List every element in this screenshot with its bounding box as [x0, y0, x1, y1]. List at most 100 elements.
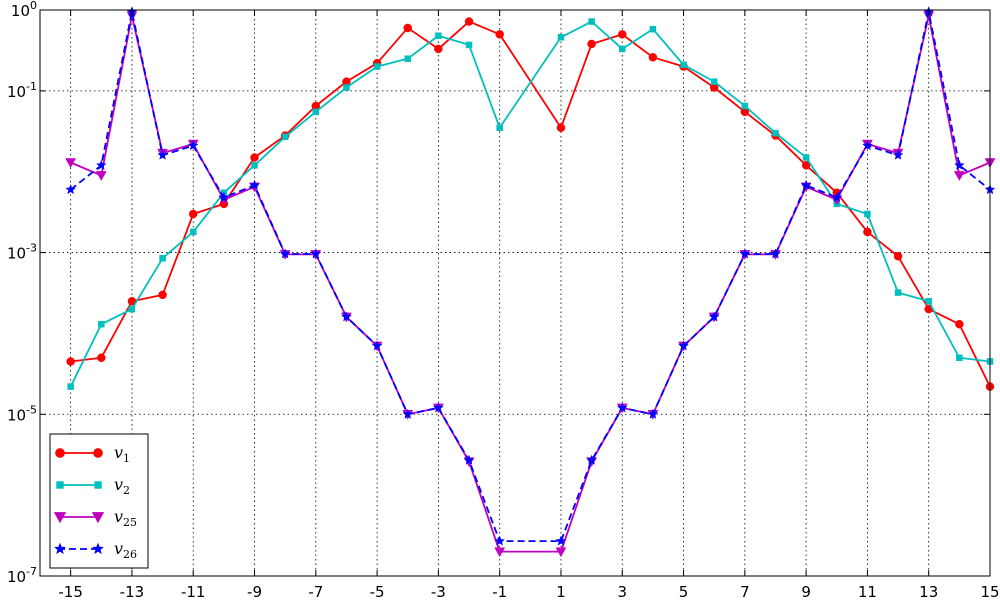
data-point	[435, 32, 442, 40]
data-point	[953, 159, 965, 170]
data-point	[649, 25, 657, 33]
data-point	[802, 154, 810, 161]
legend-label: v2	[114, 475, 130, 497]
legend-marker	[93, 448, 103, 458]
x-tick-label: -9	[247, 583, 262, 600]
x-tick-label: 11	[858, 583, 877, 600]
axis-ticks	[40, 9, 991, 577]
data-point	[281, 133, 289, 141]
data-point	[465, 41, 473, 49]
legend-subscript: 26	[123, 548, 137, 561]
y-tick-label: 10-3	[7, 242, 37, 263]
legend-subscript: 2	[123, 484, 130, 497]
data-point	[343, 84, 350, 91]
x-tick-label: 5	[679, 583, 689, 600]
y-tick-label: 10-7	[7, 565, 37, 586]
legend-subscript: 1	[123, 452, 130, 465]
data-point	[65, 158, 77, 169]
data-point	[678, 340, 689, 351]
data-point	[893, 252, 903, 261]
y-tick-base: 10	[7, 406, 26, 424]
legend-subscript: 25	[123, 516, 137, 529]
data-point	[371, 340, 383, 351]
x-tick-label: 15	[980, 583, 999, 600]
data-point	[619, 45, 626, 53]
data-point	[402, 408, 414, 419]
data-point	[770, 248, 781, 259]
x-tick-label: 1	[556, 583, 566, 600]
data-point	[800, 179, 812, 190]
x-tick-label: 3	[617, 583, 627, 600]
x-tick-label: 9	[801, 583, 811, 600]
data-point	[434, 44, 443, 54]
legend-entry: v2	[56, 475, 130, 497]
series-line	[70, 10, 991, 543]
data-point	[864, 210, 871, 218]
data-point	[680, 61, 687, 69]
legend-name: v	[114, 539, 123, 558]
data-point	[404, 55, 411, 62]
data-point	[95, 159, 107, 170]
y-tick-exponent: -7	[26, 565, 37, 578]
data-point	[956, 354, 963, 362]
data-point	[95, 171, 107, 181]
series-layer	[65, 6, 996, 558]
legend-name: v	[114, 475, 123, 494]
data-point	[741, 102, 749, 110]
plot-background	[40, 10, 990, 576]
legend-marker	[53, 512, 67, 524]
data-point	[587, 39, 596, 49]
data-point	[464, 17, 474, 26]
data-point	[894, 289, 902, 296]
y-tick-base: 10	[7, 568, 26, 586]
data-point	[249, 179, 260, 190]
data-point	[494, 547, 506, 558]
data-point	[588, 18, 595, 25]
data-point	[251, 162, 258, 169]
data-point	[187, 139, 199, 151]
legend-name: v	[114, 507, 123, 526]
data-point	[647, 408, 659, 419]
data-point	[250, 153, 259, 162]
data-point	[279, 248, 291, 259]
data-point	[618, 30, 627, 39]
y-tick-label: 10-1	[7, 80, 37, 101]
legend-marker	[53, 542, 67, 555]
x-tick-label: -15	[58, 583, 83, 600]
data-point	[310, 248, 322, 259]
x-tick-label: 13	[919, 583, 938, 600]
legend-marker	[94, 481, 102, 489]
x-tick-label: -13	[120, 583, 145, 600]
data-point	[556, 123, 566, 132]
data-point	[953, 171, 965, 181]
legend-marker	[56, 481, 64, 489]
x-tick-labels: -15 -13 -11 -9 -7 -5 -3 -1 1 3 5 7 9 11 13 15	[58, 583, 999, 600]
legend-marker	[91, 542, 105, 555]
data-point	[831, 191, 843, 203]
data-point	[955, 319, 964, 329]
data-point	[98, 320, 105, 328]
legend-label: v1	[114, 443, 130, 465]
data-point	[159, 255, 166, 262]
x-tick-label: -1	[492, 583, 507, 600]
y-tick-label: 10-5	[7, 403, 37, 424]
data-point	[403, 23, 412, 33]
data-point	[157, 149, 169, 160]
series-line	[69, 20, 991, 387]
y-tick-base: 10	[7, 83, 26, 101]
y-tick-exponent: -5	[26, 403, 37, 416]
y-tick-base: 10	[7, 245, 26, 263]
data-point	[495, 30, 504, 39]
data-point	[739, 248, 751, 259]
data-point	[925, 298, 932, 305]
y-tick-exponent: -1	[26, 80, 37, 93]
x-tick-label: -11	[181, 583, 206, 600]
x-tick-label: -3	[431, 583, 446, 600]
data-point	[432, 402, 444, 413]
y-tick-exponent: 0	[30, 0, 37, 12]
x-tick-label: 7	[740, 583, 750, 600]
legend-name: v	[114, 443, 123, 462]
legend-label: v26	[114, 539, 137, 561]
